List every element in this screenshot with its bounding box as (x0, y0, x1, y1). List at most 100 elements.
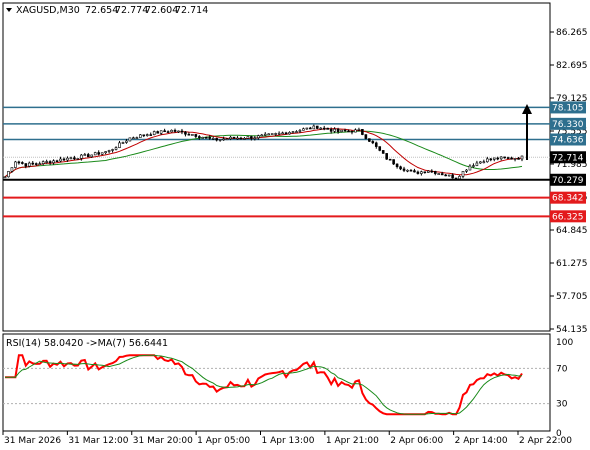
candle (402, 166, 406, 173)
candle (52, 159, 55, 165)
price-tick-label: 54.135 (556, 325, 588, 335)
candle (267, 133, 271, 136)
candle (447, 174, 451, 177)
candle (430, 169, 434, 173)
candle (256, 134, 260, 140)
candle (104, 151, 107, 155)
candle (437, 173, 441, 175)
candle (97, 150, 100, 156)
candle (513, 158, 517, 162)
candle (31, 161, 35, 166)
candle (166, 130, 170, 133)
level-price-label: 70.279 (552, 176, 584, 186)
candle (368, 138, 371, 143)
candle (440, 171, 444, 176)
candle (114, 146, 118, 151)
candle (274, 132, 277, 136)
candle (191, 134, 194, 136)
candle (503, 156, 506, 159)
time-tick-label: 1 Apr 21:00 (326, 436, 379, 446)
rsi-tick-label: 0 (556, 429, 562, 439)
candle (145, 133, 149, 137)
candle (322, 125, 326, 131)
candle (465, 169, 468, 173)
time-tick-label: 2 Apr 14:00 (455, 436, 508, 446)
triangle-down-icon[interactable] (6, 8, 12, 12)
candle (385, 153, 388, 160)
price-tick-label: 71.985 (556, 160, 588, 170)
candle (194, 134, 198, 139)
candle (250, 135, 253, 141)
rsi-lines (5, 354, 523, 416)
candle (201, 136, 205, 139)
candle (3, 176, 7, 179)
candle (45, 159, 48, 164)
high-value: 72.774 (115, 5, 148, 16)
candle (107, 149, 111, 154)
candle (17, 160, 21, 165)
level-price-label: 68.342 (552, 194, 584, 204)
candle (489, 157, 493, 162)
level-lines: 78.105 76.330 74.636 72.714 70.279 68.342 66.3… (3, 101, 586, 223)
time-tick-label: 2 Apr 22:00 (519, 436, 572, 446)
candle (517, 156, 520, 160)
candle (208, 135, 212, 140)
candle (139, 134, 142, 138)
candle (340, 129, 343, 133)
close-value: 72.714 (175, 5, 208, 16)
candle (142, 134, 146, 138)
candle (388, 158, 392, 161)
arrow-up-icon (522, 104, 532, 160)
candle (413, 168, 416, 173)
candle (374, 141, 378, 149)
candle (371, 140, 375, 145)
candle (69, 156, 73, 160)
candle (24, 163, 28, 169)
time-tick-label: 31 Mar 12:00 (68, 436, 128, 446)
level-price-label: 66.325 (552, 212, 584, 222)
rsi-axis: 100 70 30 0 (3, 338, 573, 439)
candle (62, 157, 66, 161)
candle (111, 148, 114, 153)
candle (121, 141, 125, 144)
candle (59, 156, 62, 163)
candle (55, 159, 59, 163)
candle (277, 131, 281, 135)
candle (222, 136, 225, 141)
candle (253, 136, 257, 141)
candle (472, 163, 475, 168)
candle (482, 159, 486, 164)
candle (260, 133, 264, 137)
candle (38, 161, 41, 165)
time-axis[interactable]: 31 Mar 2026 31 Mar 12:00 31 Mar 20:00 1 Apr… (2, 431, 572, 446)
candle (149, 132, 153, 136)
price-tick-label: 75.555 (556, 127, 588, 137)
chart-header: XAGUSD,M30 72.654 72.774 72.604 72.714 (6, 5, 208, 16)
candle (10, 167, 14, 173)
candle (187, 132, 191, 136)
rsi-tick-label: 30 (556, 400, 568, 410)
candle (27, 161, 31, 168)
candle (399, 165, 402, 171)
price-tick-label: 82.695 (556, 61, 588, 71)
candle (215, 137, 218, 142)
candle (76, 158, 80, 160)
candle (347, 129, 350, 133)
main-plot-frame (2, 2, 551, 332)
candle (423, 171, 427, 174)
level-price-tag: 66.325 (550, 210, 586, 223)
candle (180, 128, 184, 135)
candle (73, 155, 76, 161)
candle (90, 154, 94, 158)
candle (86, 152, 90, 158)
candle (461, 171, 465, 179)
level-price-tag: 70.279 (550, 173, 586, 186)
candle (41, 160, 45, 166)
candle (350, 130, 354, 135)
candle (239, 136, 243, 140)
candle (21, 161, 24, 165)
candle (475, 160, 479, 167)
candle (364, 134, 368, 140)
